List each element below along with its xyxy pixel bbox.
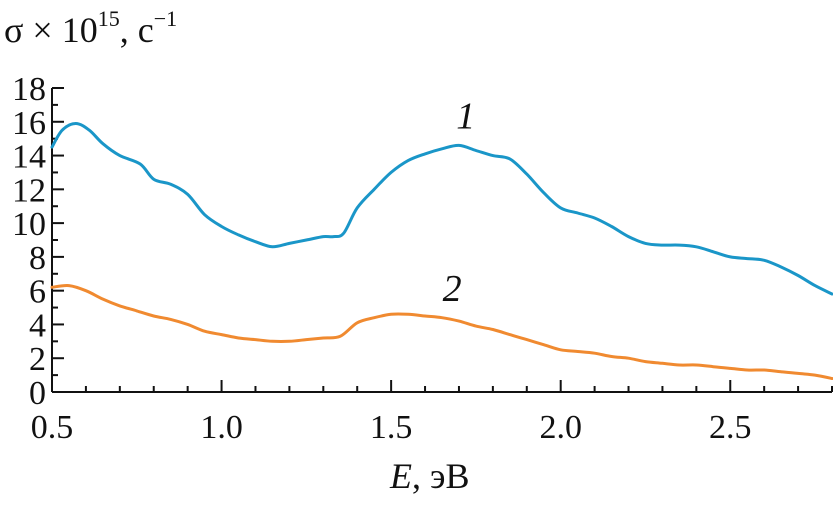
- y-tick-label: 0: [29, 375, 46, 412]
- x-tick-label: 1.5: [370, 409, 413, 446]
- y-axis-label-base: σ × 10: [4, 10, 98, 50]
- y-tick-label: 12: [12, 172, 46, 209]
- y-tick-label: 2: [29, 341, 46, 378]
- series-1-line: [50, 122, 833, 296]
- series-2-line: [50, 283, 833, 380]
- y-tick-label: 8: [29, 240, 46, 277]
- series-labels: 12: [443, 96, 476, 310]
- y-tick-label: 4: [29, 307, 46, 344]
- y-tick-label: 10: [12, 206, 46, 243]
- x-tick-label: 1.0: [200, 409, 243, 446]
- y-axis-label: σ × 1015, c−1: [4, 8, 177, 50]
- x-tick-label: 2.5: [709, 409, 752, 446]
- y-tick-label: 6: [29, 274, 46, 311]
- series-2-label: 2: [443, 268, 462, 310]
- x-tick-label: 0.5: [31, 409, 74, 446]
- x-tick-label: 2.0: [539, 409, 582, 446]
- series-1-label: 1: [456, 96, 475, 138]
- y-axis-label-unit-exponent: −1: [153, 6, 178, 31]
- y-axis-label-exponent: 15: [97, 6, 120, 31]
- y-axis-label-unit: , c: [119, 10, 154, 50]
- x-axis-label-variable: E: [390, 456, 412, 496]
- x-axis-label: E, эВ: [390, 458, 469, 494]
- series-lines: [50, 122, 833, 380]
- x-axis-label-unit: , эВ: [412, 456, 470, 496]
- y-tick-label: 14: [12, 139, 46, 176]
- y-tick-label: 16: [12, 105, 46, 142]
- y-tick-label: 18: [12, 71, 46, 108]
